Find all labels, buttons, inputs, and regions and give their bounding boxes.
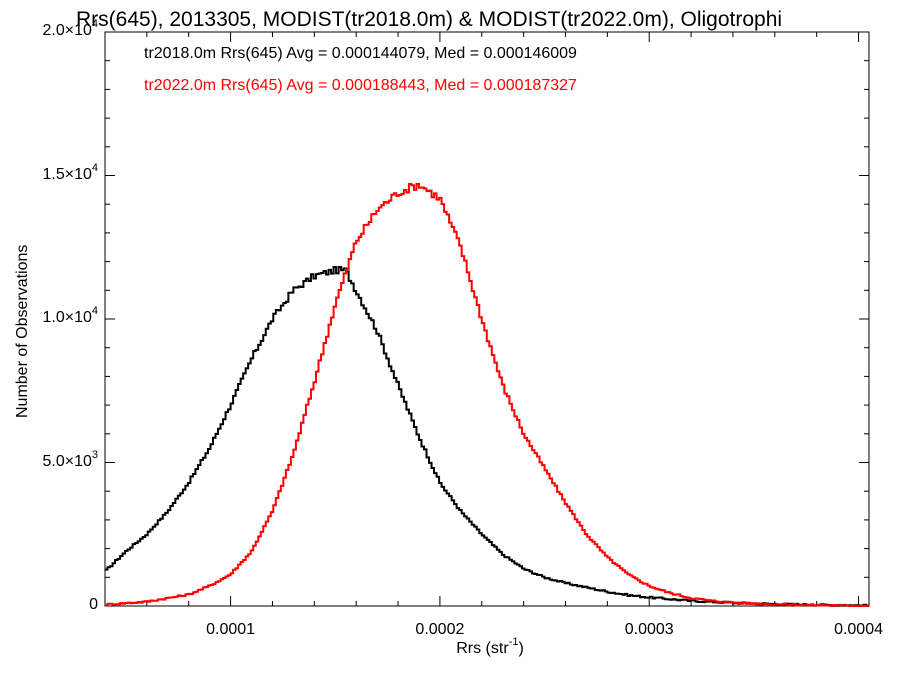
chart-title: Rrs(645), 2013305, MODIST(tr2018.0m) & M… — [76, 8, 783, 31]
plot-frame — [104, 31, 870, 607]
x-axis-label-text: Rrs (str — [456, 640, 509, 657]
x-tick-label: 0.0002 — [415, 621, 465, 638]
legend-entry-tr2018: tr2018.0m Rrs(645) Avg = 0.000144079, Me… — [144, 45, 577, 62]
y-tick-mantissa: 2.0×10 — [42, 22, 92, 39]
legend-entry-tr2022: tr2022.0m Rrs(645) Avg = 0.000188443, Me… — [144, 77, 577, 94]
x-tick-label: 0.0004 — [834, 621, 883, 638]
y-tick-exponent: 4 — [91, 161, 98, 174]
y-tick-mantissa: 1.5×10 — [42, 165, 92, 183]
x-axis-label-suffix: ) — [518, 640, 524, 657]
y-tick-label: 2.0×104 — [42, 18, 98, 40]
y-tick-label: 1.0×104 — [42, 305, 98, 327]
y-tick-label: 0 — [89, 596, 98, 614]
y-tick-mantissa: 5.0×10 — [42, 452, 92, 470]
y-tick-exponent: 4 — [91, 18, 98, 30]
x-axis-label: Rrs (str-1) — [405, 636, 575, 658]
series-tr2022-histogram — [105, 182, 870, 607]
x-axis-label-exponent: -1 — [508, 636, 519, 648]
y-tick-label: 5.0×103 — [42, 449, 98, 471]
y-tick-exponent: 3 — [91, 448, 98, 461]
y-tick-mantissa: 0 — [89, 596, 98, 613]
x-tick-label: 0.0001 — [206, 621, 256, 638]
series-tr2018-histogram — [105, 266, 870, 607]
y-axis-label: Number of Observations — [14, 244, 31, 418]
y-tick-exponent: 4 — [91, 305, 98, 317]
x-tick-label: 0.0003 — [624, 621, 674, 638]
y-tick-mantissa: 1.0×10 — [42, 309, 92, 326]
y-tick-label: 1.5×104 — [42, 162, 98, 184]
